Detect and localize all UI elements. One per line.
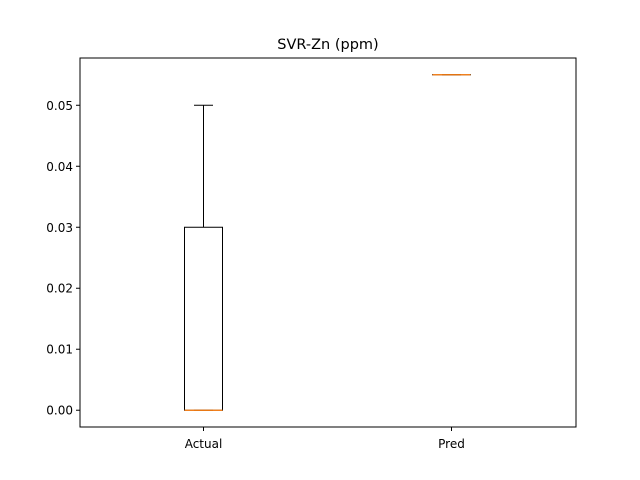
- chart-title: SVR-Zn (ppm): [277, 37, 378, 53]
- y-tick-label: 0.05: [46, 99, 73, 113]
- x-tick-label: Pred: [438, 437, 465, 451]
- y-tick-label: 0.02: [46, 282, 73, 296]
- x-tick-label: Actual: [185, 437, 223, 451]
- y-tick-label: 0.03: [46, 221, 73, 235]
- plot-area: 0.00 0.01 0.02 0.03 0.04 0.05 Actual Pred: [46, 74, 471, 451]
- axes-frame: [79, 57, 577, 428]
- y-tick-label: 0.04: [46, 160, 73, 174]
- y-tick-label: 0.00: [46, 404, 73, 418]
- y-tick-label: 0.01: [46, 343, 73, 357]
